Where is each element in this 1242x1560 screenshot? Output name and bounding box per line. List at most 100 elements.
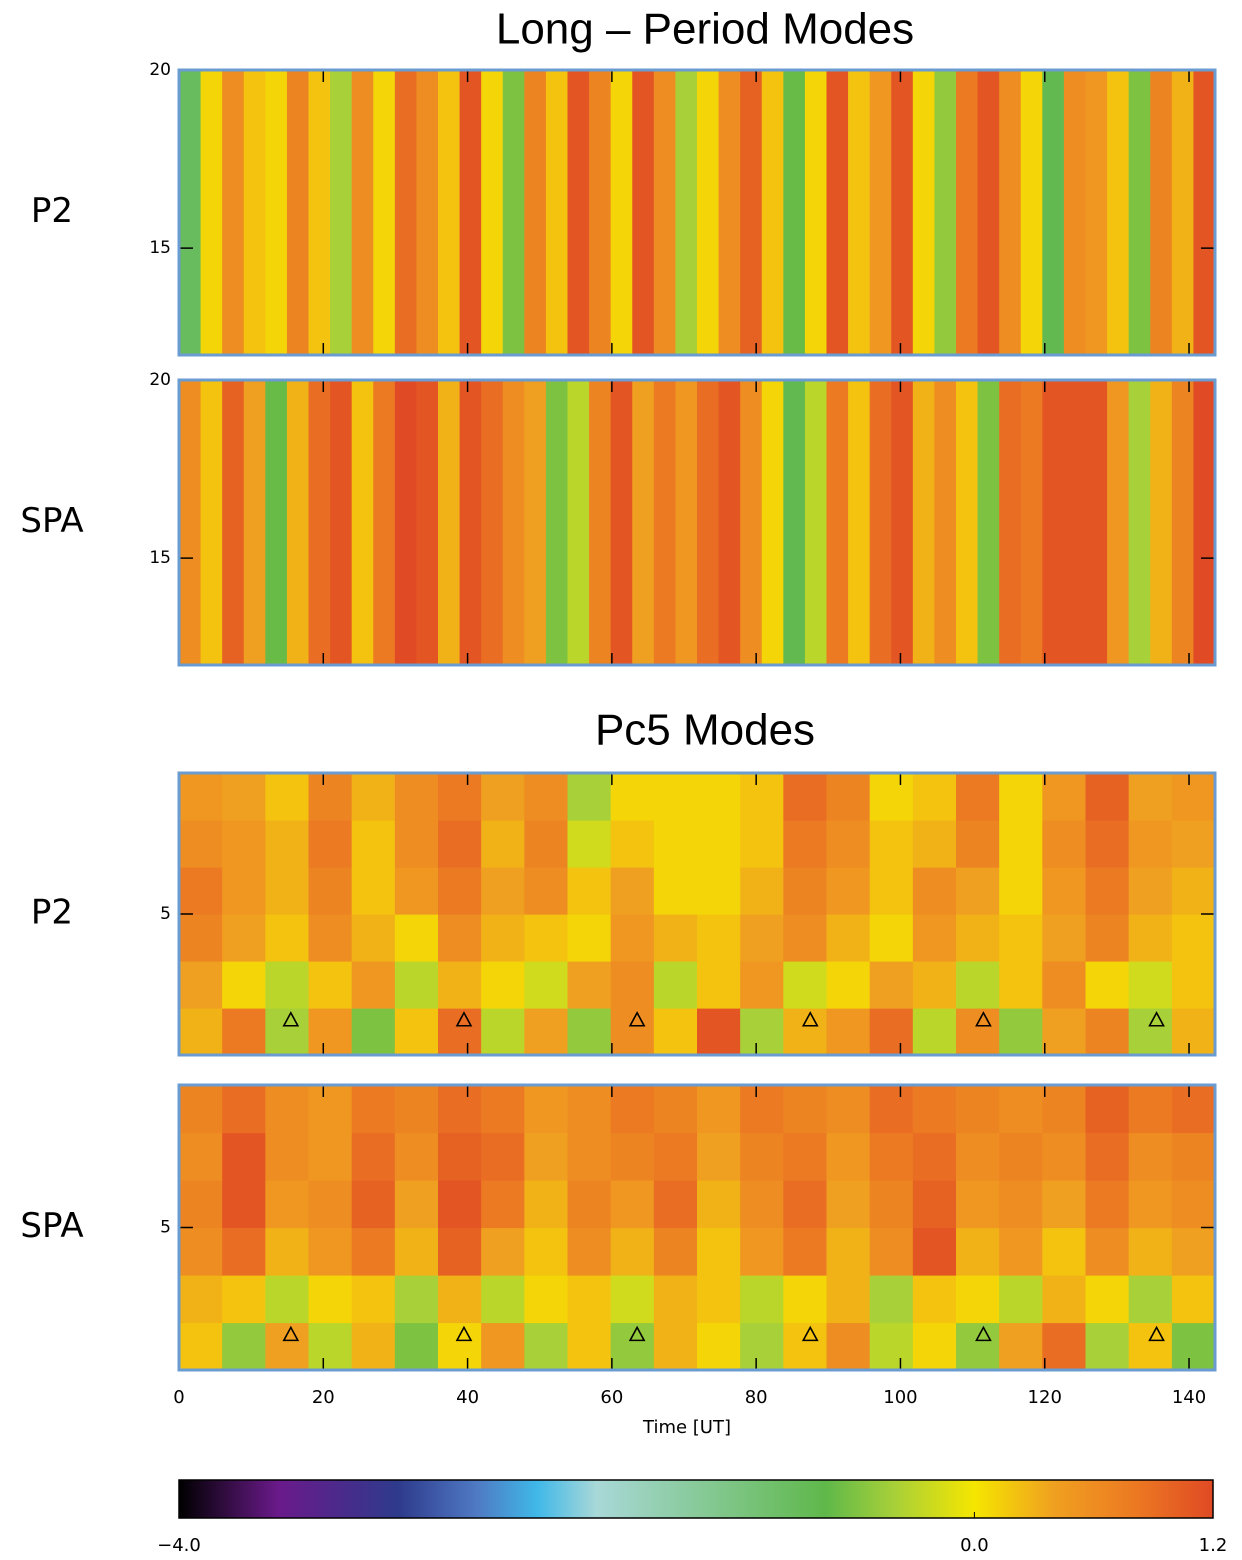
heatmap-cell [265, 961, 310, 1009]
heatmap-cell [524, 1322, 569, 1371]
heatmap-cell [783, 1132, 828, 1181]
heatmap-cell [1128, 1275, 1173, 1324]
heatmap-cell [589, 380, 612, 666]
triangle-marker [975, 1011, 992, 1027]
y-tick-label: 20 [149, 370, 171, 390]
heatmap-cell [761, 380, 784, 666]
y-tick-label: 5 [160, 1218, 171, 1238]
heatmap-cell [912, 1275, 957, 1324]
heatmap-cell [1128, 1322, 1173, 1371]
heatmap-cell [351, 1132, 396, 1181]
triangle-marker [282, 1011, 300, 1027]
heatmap-cell [1171, 1180, 1216, 1229]
heatmap-cell [351, 1322, 396, 1371]
heatmap-cell [632, 380, 655, 666]
heatmap-cell [308, 1085, 353, 1134]
heatmap-cell [653, 70, 677, 356]
heatmap-cell [740, 1227, 784, 1276]
heatmap-cell [869, 1275, 914, 1324]
heatmap-cell [567, 1227, 612, 1276]
heatmap-cell [524, 380, 547, 666]
heatmap-cell [351, 867, 396, 915]
heatmap-cell [653, 1322, 698, 1371]
heatmap-cell [1171, 380, 1195, 666]
heatmap-cell [912, 820, 957, 868]
heatmap-cell [740, 1085, 784, 1134]
heatmap-cell [394, 961, 439, 1009]
x-axis-label: Time [UT] [642, 1417, 731, 1438]
heatmap-cell [308, 70, 331, 356]
heatmap-cell [1128, 867, 1173, 915]
heatmap-cell [956, 1132, 1000, 1181]
heatmap-cell [826, 380, 849, 666]
triangle-marker [801, 1325, 819, 1342]
heatmap-cell [718, 70, 741, 356]
heatmap-cell [610, 70, 633, 356]
heatmap-cell [1171, 820, 1216, 868]
heatmap-cell [826, 1008, 871, 1056]
heatmap-cell [1085, 867, 1130, 915]
heatmap-cell [567, 1322, 612, 1371]
heatmap-cell [740, 1322, 784, 1371]
heatmap-cell [351, 1008, 396, 1056]
heatmap-cell [653, 380, 677, 666]
heatmap-cell [826, 820, 871, 868]
heatmap-cell [567, 914, 612, 962]
triangle-marker [282, 1325, 300, 1342]
heatmap-cell [179, 1275, 223, 1324]
heatmap-cell [481, 1132, 525, 1181]
heatmap-cell [308, 1132, 353, 1181]
heatmap-cell [222, 773, 266, 821]
panel-frame [177, 1083, 1217, 1372]
heatmap-cell [1128, 961, 1173, 1009]
heatmap-cell [222, 70, 245, 356]
heatmap-cell [179, 1132, 223, 1181]
heatmap-cell [308, 867, 353, 915]
heatmap-cell [394, 1227, 439, 1276]
heatmap-cell [956, 380, 979, 666]
heatmap-cell [934, 380, 957, 666]
heatmap-cell [567, 1132, 612, 1181]
heatmap-cell [1128, 1180, 1173, 1229]
heatmap-cell [804, 380, 828, 666]
heatmap-cell [912, 70, 936, 356]
heatmap-cell [222, 820, 266, 868]
heatmap-cell [912, 914, 957, 962]
panel-frame [177, 68, 1217, 357]
heatmap-cell [1085, 1322, 1130, 1371]
heatmap-cell [956, 1227, 1000, 1276]
x-tick-label: 120 [1028, 1387, 1062, 1408]
heatmap-cell [351, 961, 396, 1009]
heatmap-cell [265, 773, 310, 821]
heatmap-cell [481, 1085, 525, 1134]
heatmap-cell [783, 1180, 828, 1229]
heatmap-cell [308, 1322, 353, 1371]
heatmap-cell [589, 70, 612, 356]
heatmap-cell [222, 1180, 266, 1229]
heatmap-cell [653, 1227, 698, 1276]
heatmap-cell [545, 70, 569, 356]
heatmap-cell [179, 380, 202, 666]
heatmap-cell [179, 773, 223, 821]
heatmap-cell [351, 1227, 396, 1276]
panel-group-title: Pc5 Modes [595, 706, 815, 755]
heatmap-cell [567, 820, 612, 868]
heatmap-cell [848, 70, 871, 356]
heatmap-cell [481, 1008, 525, 1056]
heatmap-cell [438, 867, 482, 915]
heatmap-cell [438, 820, 482, 868]
heatmap-cell [977, 70, 1000, 356]
heatmap-cell [1128, 380, 1151, 666]
heatmap-cell [222, 1227, 266, 1276]
heatmap-cell [697, 1008, 741, 1056]
heatmap-cell [265, 867, 310, 915]
heatmap-cell [265, 1275, 310, 1324]
heatmap-cell [999, 1275, 1043, 1324]
heatmap-cell [222, 1275, 266, 1324]
heatmap-cell [697, 70, 720, 356]
heatmap-cell [1171, 1322, 1216, 1371]
heatmap-cell [179, 914, 223, 962]
heatmap-cell [610, 820, 655, 868]
heatmap-cell [567, 867, 612, 915]
heatmap-cell [524, 1132, 569, 1181]
